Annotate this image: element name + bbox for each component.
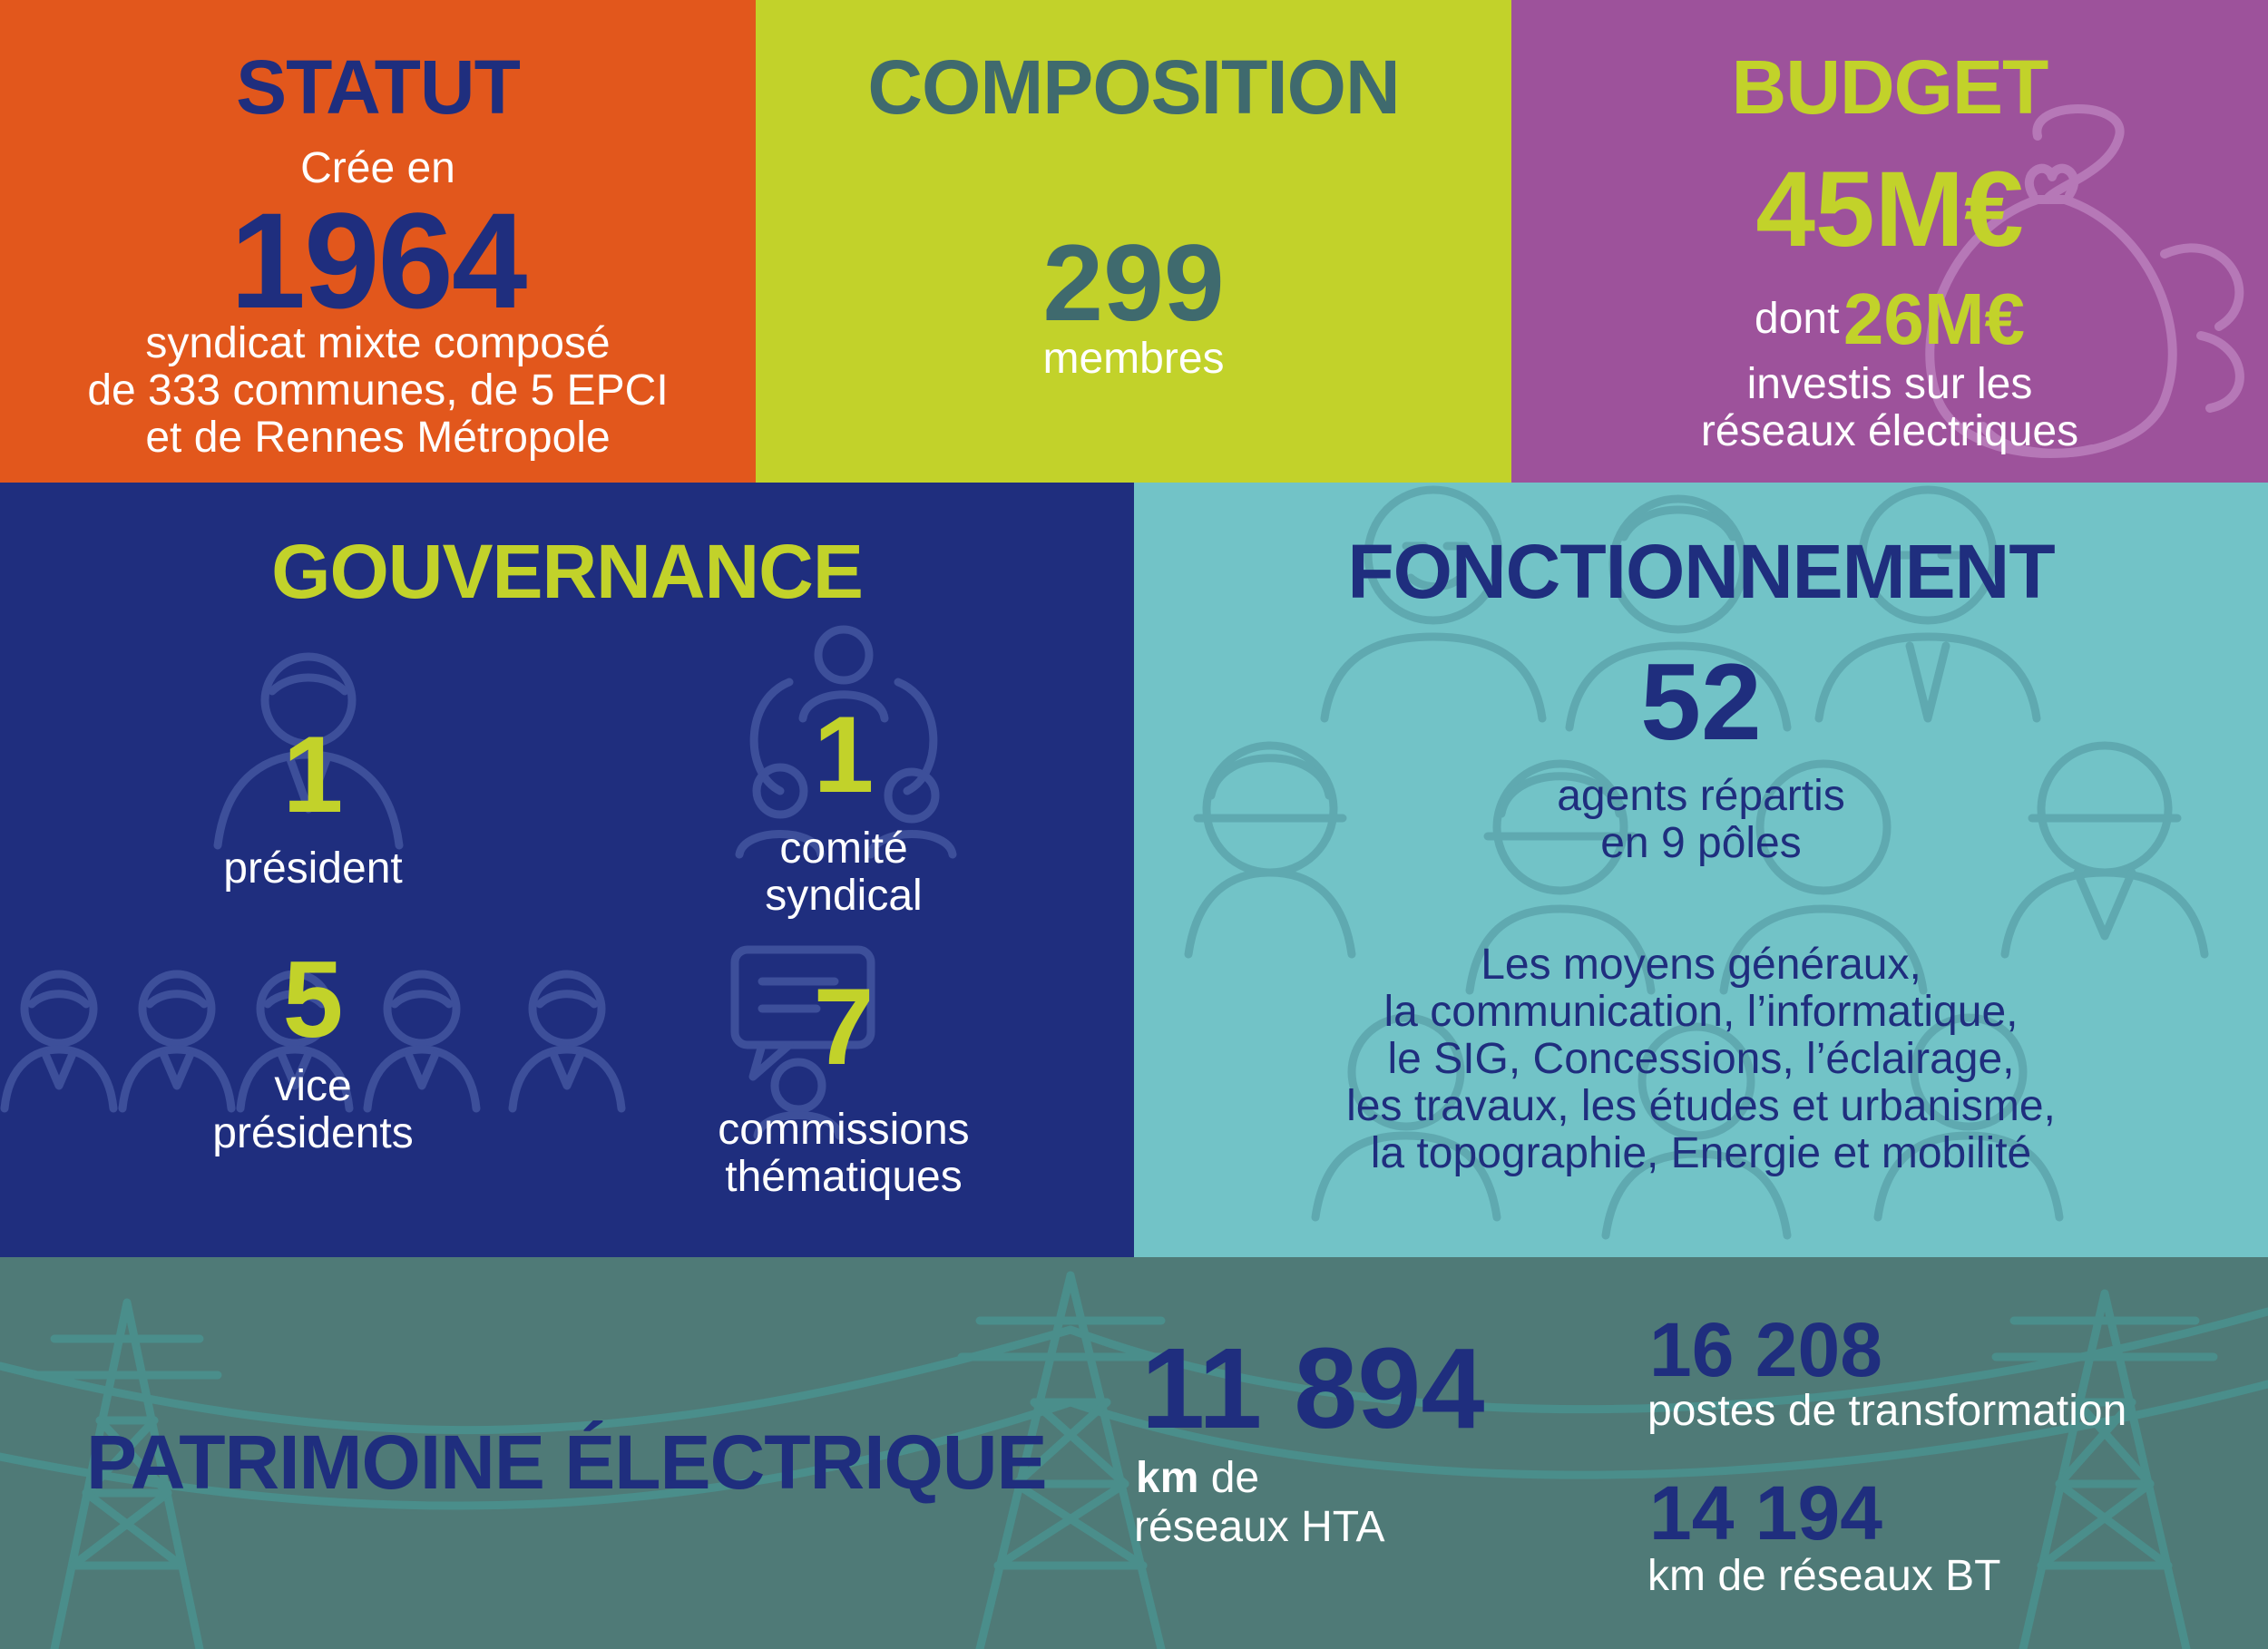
- hta-value: 11 894: [1141, 1324, 1485, 1452]
- fonctionnement-label-line2: en 9 pôles: [1600, 819, 1802, 867]
- pole-line: la communication, l’informatique,: [1383, 988, 2019, 1036]
- gouvernance-panel: GOUVERNANCE 1 président 1 comité syndica…: [0, 483, 1134, 1257]
- hta-unit-row: km de: [1136, 1455, 1259, 1502]
- postes-value: 16 208: [1649, 1307, 1882, 1392]
- president-label: président: [223, 844, 403, 893]
- hta-label: réseaux HTA: [1134, 1503, 1385, 1551]
- patrimoine-panel: PATRIMOINE ÉLECTRIQUE 11 894 km de résea…: [0, 1257, 2268, 1649]
- statut-desc-line2: de 333 communes, de 5 EPCI: [87, 366, 669, 415]
- fonctionnement-label-line1: agents répartis: [1557, 772, 1845, 820]
- commissions-label-line2: thématiques: [725, 1153, 963, 1201]
- postes-label: postes de transformation: [1647, 1387, 2127, 1435]
- budget-dont-label: dont: [1755, 295, 1840, 343]
- budget-total: 45M€: [1755, 150, 2024, 269]
- budget-invested: 26M€: [1843, 278, 2025, 359]
- pole-line: les travaux, les études et urbanisme,: [1346, 1082, 2056, 1130]
- vice-value: 5: [282, 939, 344, 1060]
- vice-label-line2: présidents: [212, 1109, 414, 1157]
- fonctionnement-poles-list: Les moyens généraux, la communication, l…: [1134, 942, 2268, 1177]
- statut-desc-line3: et de Rennes Métropole: [145, 414, 611, 462]
- statut-panel: STATUT Crée en 1964 syndicat mixte compo…: [0, 0, 756, 483]
- composition-panel: COMPOSITION 299 membres: [756, 0, 1511, 483]
- commissions-value: 7: [813, 966, 875, 1088]
- pole-line: le SIG, Concessions, l’éclairage,: [1387, 1035, 2015, 1083]
- pole-line: la topographie, Energie et mobilité: [1370, 1129, 2032, 1177]
- statut-desc-line1: syndicat mixte composé: [145, 319, 611, 367]
- vice-label-line1: vice: [274, 1062, 352, 1110]
- composition-title: COMPOSITION: [867, 44, 1400, 130]
- comite-label-line2: syndical: [765, 872, 923, 920]
- hta-unit: km: [1136, 1454, 1199, 1502]
- statut-year: 1964: [230, 184, 528, 337]
- comite-label-line1: comité: [779, 824, 908, 873]
- bt-label: km de réseaux BT: [1647, 1552, 2001, 1600]
- fonctionnement-panel: FONCTIONNEMENT 52 agents répartis en 9 p…: [1134, 483, 2268, 1257]
- composition-value: 299: [1042, 222, 1225, 344]
- gouvernance-title: GOUVERNANCE: [271, 529, 864, 614]
- fonctionnement-value: 52: [1640, 641, 1762, 763]
- budget-dont-row: dont 26M€: [1511, 283, 2268, 356]
- bt-value: 14 194: [1649, 1470, 1882, 1556]
- comite-value: 1: [813, 694, 875, 815]
- budget-title: BUDGET: [1731, 44, 2049, 130]
- patrimoine-title: PATRIMOINE ÉLECTRIQUE: [86, 1420, 1048, 1505]
- commissions-label-line1: commissions: [718, 1106, 970, 1154]
- budget-panel: BUDGET 45M€ dont 26M€ investis sur les r…: [1511, 0, 2268, 483]
- budget-desc-line2: réseaux électriques: [1700, 407, 2079, 455]
- fonctionnement-title: FONCTIONNEMENT: [1347, 529, 2055, 614]
- budget-desc-line1: investis sur les: [1746, 360, 2033, 408]
- statut-created-prefix: Crée en: [300, 144, 455, 192]
- pole-line: Les moyens généraux,: [1481, 941, 1921, 989]
- president-value: 1: [282, 714, 344, 835]
- statut-title: STATUT: [236, 44, 521, 130]
- hta-suffix: de: [1210, 1454, 1260, 1502]
- composition-label: membres: [1042, 335, 1225, 383]
